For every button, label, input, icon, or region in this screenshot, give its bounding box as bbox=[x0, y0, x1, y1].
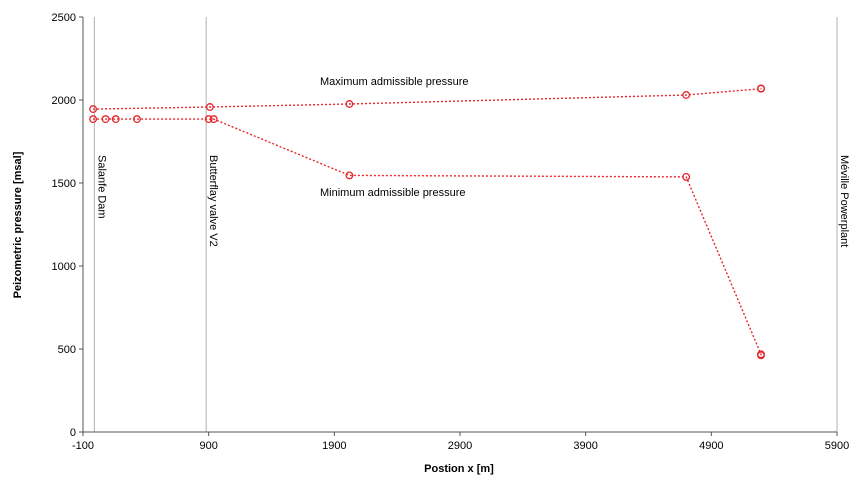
y-tick-label: 1000 bbox=[52, 261, 76, 273]
y-tick-label: 2000 bbox=[52, 95, 76, 107]
data-point bbox=[133, 115, 141, 124]
y-tick-label: 500 bbox=[58, 344, 76, 356]
x-tick-label: -100 bbox=[72, 440, 94, 452]
labels: Maximum admissible pressure Minimum admi… bbox=[12, 76, 494, 475]
y-tick-label: 0 bbox=[70, 427, 76, 439]
data-point bbox=[345, 100, 354, 108]
series-line bbox=[93, 118, 762, 356]
ticks: -100 900 1900 2900 3900 4900 5900 0 500 1000 1500 2… bbox=[52, 12, 850, 452]
data-point bbox=[205, 103, 214, 111]
data-point bbox=[209, 115, 218, 124]
data-point bbox=[89, 115, 98, 124]
data-point bbox=[89, 105, 98, 114]
vertical-marker-label: Butterflay valve V2 bbox=[207, 155, 219, 247]
data-point bbox=[345, 171, 354, 180]
y-tick-label: 1500 bbox=[52, 178, 76, 190]
x-tick-label: 2900 bbox=[448, 440, 472, 452]
x-tick-label: 900 bbox=[199, 440, 217, 452]
series-label-min: Minimum admissible pressure bbox=[320, 187, 466, 199]
x-axis-title: Postion x [m] bbox=[424, 463, 494, 475]
data-point bbox=[682, 172, 691, 181]
y-tick-label: 2500 bbox=[52, 12, 76, 24]
data-point bbox=[757, 351, 765, 360]
data-point bbox=[101, 115, 110, 124]
series bbox=[89, 84, 765, 360]
series-line bbox=[93, 88, 762, 110]
data-point bbox=[682, 91, 691, 99]
x-tick-label: 4900 bbox=[699, 440, 723, 452]
vertical-marker-label: Salanfe Dam bbox=[95, 155, 107, 219]
data-point bbox=[757, 84, 765, 93]
x-tick-label: 5900 bbox=[825, 440, 849, 452]
y-axis-title: Peizometric pressure [msal] bbox=[12, 151, 24, 298]
x-tick-label: 3900 bbox=[573, 440, 597, 452]
series-label-max: Maximum admissible pressure bbox=[320, 76, 469, 88]
x-tick-label: 1900 bbox=[322, 440, 346, 452]
vertical-markers: Salanfe Dam Butterflay valve V2 Méville Po… bbox=[93, 17, 850, 432]
vertical-marker-label: Méville Powerplant bbox=[838, 155, 850, 247]
data-point bbox=[111, 115, 120, 124]
data-point bbox=[204, 115, 213, 124]
